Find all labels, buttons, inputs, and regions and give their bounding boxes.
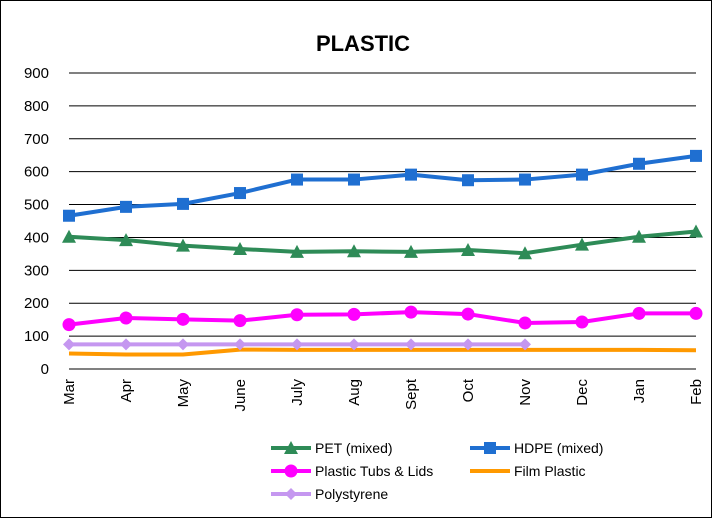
legend-marker bbox=[285, 488, 297, 500]
data-point bbox=[234, 338, 246, 351]
data-point bbox=[575, 237, 589, 251]
legend-item: Plastic Tubs & Lids bbox=[271, 463, 433, 479]
data-point bbox=[119, 311, 133, 325]
data-point bbox=[689, 224, 703, 238]
data-point bbox=[519, 173, 531, 186]
data-point bbox=[690, 149, 702, 162]
x-tick-label: June bbox=[232, 379, 249, 412]
series-line bbox=[68, 347, 697, 357]
data-point bbox=[63, 338, 75, 351]
legend-item: PET (mixed) bbox=[271, 440, 393, 456]
series-line bbox=[68, 229, 697, 256]
data-point bbox=[575, 315, 589, 329]
series-5 bbox=[63, 338, 531, 351]
data-point bbox=[461, 242, 475, 256]
data-point bbox=[177, 197, 189, 210]
legend-marker bbox=[284, 441, 298, 454]
legend-item: Film Plastic bbox=[470, 463, 586, 479]
data-point bbox=[633, 157, 645, 170]
data-point bbox=[119, 233, 133, 247]
x-tick-label: Aug bbox=[346, 379, 363, 406]
data-point bbox=[62, 318, 76, 332]
data-point bbox=[462, 174, 474, 187]
data-point bbox=[290, 244, 304, 258]
series-4 bbox=[68, 347, 697, 357]
data-point bbox=[291, 338, 303, 351]
y-tick-label: 100 bbox=[24, 328, 49, 345]
data-point bbox=[576, 168, 588, 181]
data-point bbox=[120, 200, 132, 213]
x-tick-label: Mar bbox=[61, 379, 78, 405]
legend-marker bbox=[484, 442, 496, 454]
x-axis-ticks: Mar Apr May June July Aug Sept Oct Nov Dec Jan Feb bbox=[61, 378, 705, 411]
data-point bbox=[177, 338, 189, 351]
legend-label: Polystyrene bbox=[315, 486, 388, 502]
data-point bbox=[462, 338, 474, 351]
data-point bbox=[233, 241, 247, 255]
data-point bbox=[405, 338, 417, 351]
y-tick-label: 900 bbox=[24, 65, 49, 82]
data-point bbox=[518, 246, 532, 260]
data-point bbox=[290, 308, 304, 322]
x-tick-label: Sept bbox=[403, 378, 420, 410]
data-point bbox=[233, 314, 247, 328]
x-tick-label: Nov bbox=[517, 379, 534, 406]
legend-item: HDPE (mixed) bbox=[470, 440, 603, 456]
legend-label: Film Plastic bbox=[514, 463, 586, 479]
x-tick-label: Jan bbox=[631, 379, 648, 403]
legend-item: Polystyrene bbox=[271, 486, 388, 502]
legend: PET (mixed) HDPE (mixed) Plastic Tubs & Li… bbox=[271, 440, 603, 502]
series-1 bbox=[62, 224, 703, 260]
data-point bbox=[518, 316, 532, 330]
legend-marker bbox=[284, 464, 298, 478]
legend-label: PET (mixed) bbox=[315, 440, 393, 456]
y-tick-label: 0 bbox=[41, 361, 49, 378]
y-tick-label: 700 bbox=[24, 131, 49, 148]
y-tick-label: 600 bbox=[24, 164, 49, 181]
x-tick-label: July bbox=[289, 379, 306, 406]
data-point bbox=[404, 244, 418, 258]
y-tick-label: 200 bbox=[24, 295, 49, 312]
x-tick-label: Oct bbox=[460, 378, 477, 402]
data-point bbox=[689, 306, 703, 320]
data-point bbox=[404, 305, 418, 319]
y-tick-label: 500 bbox=[24, 197, 49, 214]
series-line bbox=[68, 310, 696, 327]
x-tick-label: Dec bbox=[574, 379, 591, 406]
legend-label: HDPE (mixed) bbox=[514, 440, 603, 456]
y-tick-label: 800 bbox=[24, 98, 49, 115]
y-axis-ticks: 0 100 200 300 400 500 600 700 800 900 bbox=[24, 65, 49, 378]
data-point bbox=[120, 338, 132, 351]
data-point bbox=[348, 173, 360, 186]
y-tick-label: 300 bbox=[24, 262, 49, 279]
data-point bbox=[176, 312, 190, 326]
data-point bbox=[632, 306, 646, 320]
data-point bbox=[62, 229, 76, 243]
data-point bbox=[234, 187, 246, 200]
data-point bbox=[632, 229, 646, 243]
series-3 bbox=[62, 305, 703, 332]
series-lines bbox=[62, 149, 703, 357]
data-point bbox=[519, 338, 531, 351]
data-point bbox=[347, 244, 361, 258]
x-tick-label: May bbox=[175, 379, 192, 408]
x-tick-label: Feb bbox=[688, 379, 705, 405]
series-line bbox=[68, 153, 697, 218]
data-point bbox=[291, 173, 303, 186]
x-tick-label: Apr bbox=[118, 379, 135, 402]
data-point bbox=[63, 209, 75, 222]
legend-label: Plastic Tubs & Lids bbox=[315, 463, 433, 479]
data-point bbox=[347, 307, 361, 321]
data-point bbox=[176, 238, 190, 252]
chart-title: PLASTIC bbox=[316, 31, 410, 56]
data-point bbox=[348, 338, 360, 351]
data-point bbox=[461, 307, 475, 321]
series-2 bbox=[63, 149, 702, 222]
y-tick-label: 400 bbox=[24, 229, 49, 246]
data-point bbox=[405, 168, 417, 181]
